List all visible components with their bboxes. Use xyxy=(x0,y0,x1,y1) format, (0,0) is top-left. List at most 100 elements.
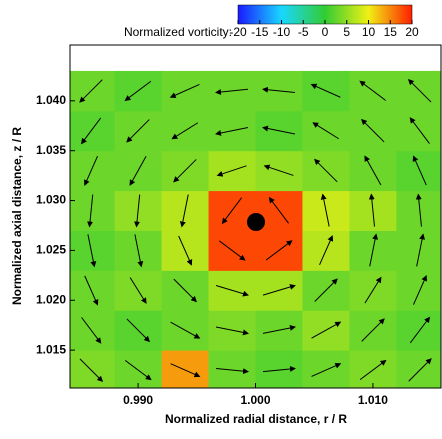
vorticity-cell xyxy=(70,70,116,112)
vector-arrow xyxy=(314,278,338,302)
vector-arrow xyxy=(412,155,427,186)
vector-arrow xyxy=(364,276,382,304)
vector-arrow xyxy=(169,84,200,98)
vector-arrow xyxy=(268,196,289,224)
vector-arrow xyxy=(84,156,98,186)
vorticity-cell xyxy=(396,190,441,231)
vector-arrow xyxy=(310,83,341,98)
vorticity-cell xyxy=(396,110,441,152)
vector-arrow xyxy=(80,117,102,145)
vector-arrow xyxy=(265,240,293,261)
vortex-core-mask xyxy=(247,213,265,231)
vector-arrow xyxy=(369,233,379,267)
vorticity-cell xyxy=(114,350,163,388)
vorticity-cell xyxy=(396,310,441,351)
y-tick-label: 1.035 xyxy=(36,143,66,157)
colorbar-tick-label: -5 xyxy=(298,25,309,39)
x-tick-label: 0.990 xyxy=(123,393,153,407)
vector-arrow xyxy=(134,194,141,228)
vector-arrow xyxy=(407,78,432,103)
vorticity-cell xyxy=(396,270,441,311)
vector-arrow xyxy=(79,358,104,382)
vector-arrow xyxy=(173,159,197,183)
y-tick-label: 1.030 xyxy=(36,193,66,207)
vector-arrow xyxy=(408,358,432,382)
colorbar-tick-label: 0 xyxy=(322,25,329,39)
y-tick-label: 1.040 xyxy=(36,93,66,107)
vector-arrow xyxy=(413,274,427,305)
colorbar-tick-label: -10 xyxy=(273,25,291,39)
x-axis-label: Normalized radial distance, r / R xyxy=(165,412,347,426)
x-tick-label: 1.010 xyxy=(358,393,388,407)
vector-arrow xyxy=(124,360,152,381)
vector-arrow xyxy=(311,321,342,339)
vector-arrow xyxy=(179,194,189,228)
vector-arrow xyxy=(216,165,247,177)
vector-arrow xyxy=(81,317,102,344)
vorticity-cell xyxy=(70,350,116,388)
vorticity-cell xyxy=(302,350,350,388)
vector-arrow xyxy=(263,164,294,176)
vector-arrow xyxy=(215,88,249,95)
vorticity-cell xyxy=(70,310,116,351)
vector-arrow xyxy=(178,235,193,266)
colorbar-tick-label: 5 xyxy=(343,25,350,39)
vorticity-cell xyxy=(70,110,116,152)
vector-arrow xyxy=(320,193,330,227)
vector-arrow xyxy=(416,233,426,267)
vector-arrow xyxy=(215,367,250,375)
vector-arrow xyxy=(134,234,144,268)
vector-arrow xyxy=(361,318,385,342)
colorbar-tick-label: -20 xyxy=(229,25,247,39)
vector-arrow xyxy=(126,318,151,343)
vector-arrow xyxy=(129,155,147,186)
vector-arrow xyxy=(221,197,243,225)
y-tick-label: 1.015 xyxy=(36,342,66,356)
vector-arrow xyxy=(312,122,340,140)
vorticity-cell xyxy=(161,350,210,388)
vorticity-cell xyxy=(396,350,441,388)
vector-arrow xyxy=(364,155,382,186)
vector-arrow xyxy=(129,277,147,304)
vector-arrow xyxy=(415,193,422,227)
y-tick-label: 1.020 xyxy=(36,292,66,306)
vector-arrow xyxy=(409,316,431,344)
vector-arrow xyxy=(87,194,94,228)
vector-arrow xyxy=(409,117,430,144)
y-tick-label: 1.025 xyxy=(36,243,66,257)
vector-arrow xyxy=(124,80,152,102)
vector-arrow xyxy=(262,325,296,334)
colorbar-tick-label: -15 xyxy=(251,25,269,39)
colorbar-tick-label: 10 xyxy=(362,25,376,39)
vorticity-cell xyxy=(70,270,116,311)
vector-arrow xyxy=(215,326,249,336)
vector-arrow xyxy=(87,234,97,268)
vorticity-cell xyxy=(349,350,397,388)
vorticity-cell xyxy=(396,150,441,192)
vector-arrow xyxy=(170,363,201,378)
vector-arrow xyxy=(368,193,376,227)
vector-arrow xyxy=(173,278,197,303)
vector-arrow xyxy=(262,365,296,373)
vectors xyxy=(79,78,432,382)
vector-arrow xyxy=(319,235,334,266)
vector-arrow xyxy=(360,118,385,143)
vector-arrow xyxy=(311,362,342,377)
y-axis-label: Normalized axial distance, z / R xyxy=(10,127,24,305)
vorticity-cell xyxy=(396,70,441,112)
vector-arrow xyxy=(359,359,387,381)
vector-arrow xyxy=(170,321,201,339)
vector-arrow xyxy=(126,119,150,143)
colorbar-label: Normalized vorticity: xyxy=(124,25,232,39)
vector-arrow xyxy=(79,79,103,103)
vector-arrow xyxy=(171,122,199,140)
colorbar-tick-label: 20 xyxy=(405,25,419,39)
vector-arrow xyxy=(84,275,99,306)
vector-arrow xyxy=(262,125,296,135)
vector-arrow xyxy=(215,285,249,297)
vector-arrow xyxy=(261,86,296,93)
vector-arrow xyxy=(314,158,338,183)
vector-arrow xyxy=(262,284,296,296)
vector-arrow xyxy=(215,127,249,136)
vorticity-cell xyxy=(70,150,116,192)
